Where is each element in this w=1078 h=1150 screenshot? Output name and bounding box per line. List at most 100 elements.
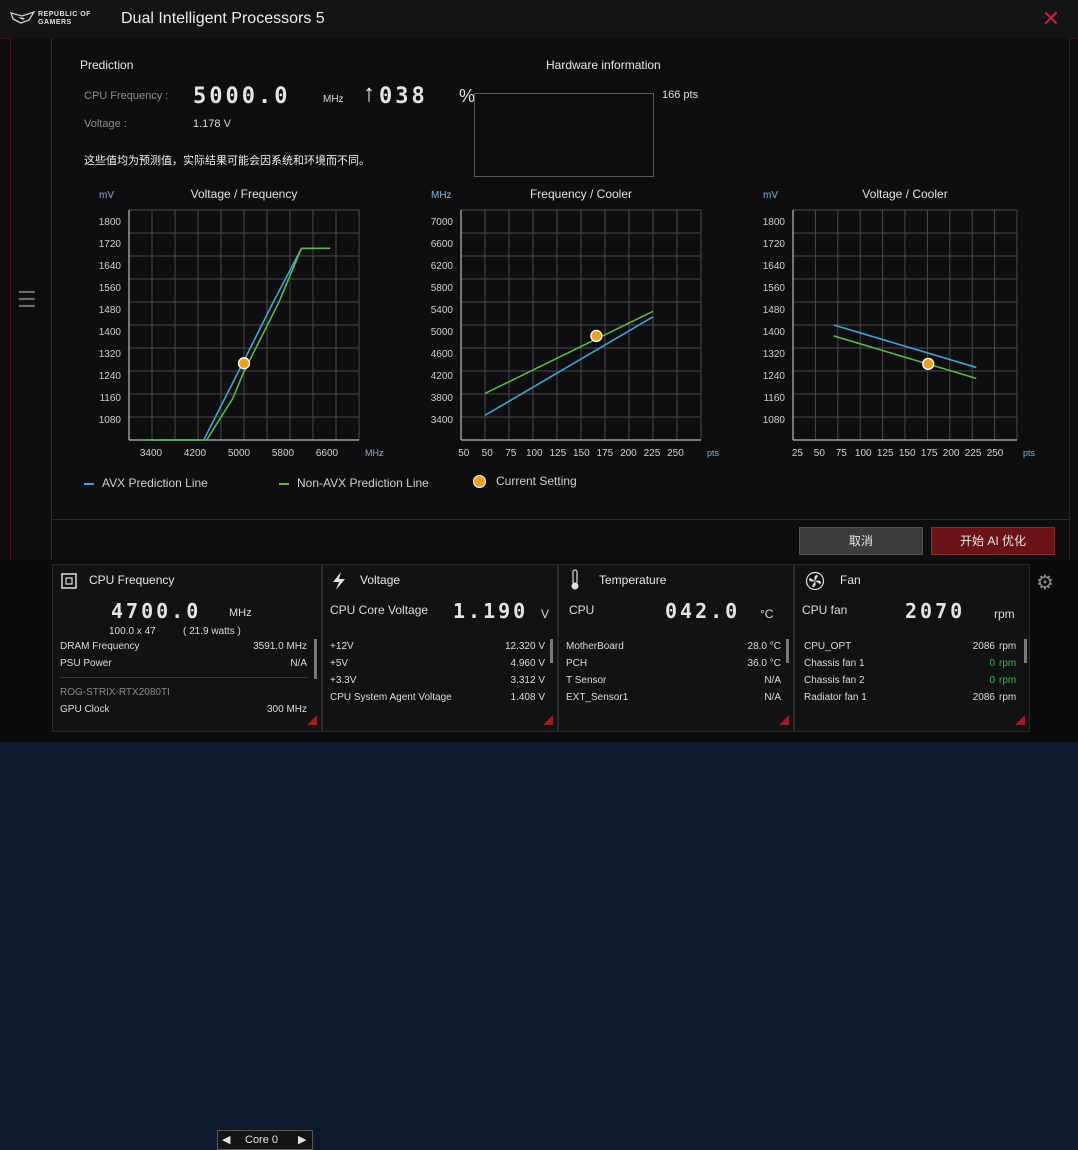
x-tick-label: 50 <box>814 448 826 459</box>
avx-prediction-line <box>833 324 977 369</box>
close-icon[interactable]: ✕ <box>1041 6 1061 31</box>
voltage-3v3-value: 3.312 V <box>510 675 545 686</box>
left-strip: ☰ <box>11 38 52 560</box>
fan-panel-scrollbar[interactable] <box>1024 639 1027 663</box>
x-tick-label: 6600 <box>316 448 339 459</box>
cpu-frequency-label: CPU Frequency : <box>84 90 169 102</box>
voltage-panel: Voltage CPU Core Voltage 1.190 V +12V 12… <box>322 564 558 732</box>
x-tick-label: 75 <box>836 448 848 459</box>
x-tick-label: 150 <box>899 448 916 459</box>
temperature-title: Temperature <box>599 573 667 587</box>
gpu-divider <box>60 677 308 678</box>
x-tick-label: 225 <box>644 448 661 459</box>
cpu-frequency-value: 5000.0 <box>193 84 291 109</box>
frequency-cooler-svg: Frequency / Cooler MHz pts 7000 6600 6200 5800… <box>431 187 720 459</box>
x-tick-label: 25 <box>792 448 804 459</box>
cpu-power: ( 21.9 watts ) <box>183 626 241 637</box>
x-tick-label: 200 <box>620 448 637 459</box>
frequency-cooler-chart: Frequency / Cooler MHz pts 7000 6600 6200 5800… <box>401 184 720 464</box>
y-tick-label: 5000 <box>431 327 454 338</box>
x-tick-label: 3400 <box>140 448 163 459</box>
pch-temp-value: 36.0 °C <box>747 658 781 669</box>
y-tick-label: 6600 <box>431 239 454 250</box>
settings-gear-icon[interactable]: ⚙ <box>1036 572 1054 594</box>
radiator-fan-1-label: Radiator fan 1 <box>804 692 867 703</box>
x-tick-label: 5000 <box>228 448 251 459</box>
y-axis-unit: mV <box>763 190 778 201</box>
ext-sensor-label: EXT_Sensor1 <box>566 692 629 703</box>
core-selector-value: Core 0 <box>245 1134 279 1146</box>
dram-frequency-value: 3591.0 MHz <box>253 641 307 652</box>
cpu-temp-label: CPU <box>569 603 595 617</box>
up-arrow-icon: ↑ <box>363 80 375 107</box>
psu-power-label: PSU Power <box>60 658 112 669</box>
psu-power-value: N/A <box>290 658 307 669</box>
cpu-opt-fan-value: 2086 <box>972 641 995 652</box>
cpu-opt-fan-label: CPU_OPT <box>804 641 852 652</box>
y-tick-label: 1800 <box>99 217 122 228</box>
y-tick-label: 1320 <box>763 349 786 360</box>
voltage-5v-value: 4.960 V <box>510 658 545 669</box>
start-ai-optimize-button[interactable]: 开始 AI 优化 <box>931 527 1055 555</box>
core-selector[interactable]: ◀ Core 0 ▶ <box>217 1130 313 1150</box>
gpu-clock-label: GPU Clock <box>60 704 110 713</box>
voltage-panel-expand-corner[interactable] <box>543 715 553 725</box>
x-tick-label: 100 <box>855 448 872 459</box>
hardware-info-box <box>474 93 654 177</box>
core-next-icon[interactable]: ▶ <box>298 1134 307 1146</box>
voltage-label: Voltage : <box>84 118 127 130</box>
core-prev-icon[interactable]: ◀ <box>222 1134 231 1146</box>
fan-panel-expand-corner[interactable] <box>1015 715 1025 725</box>
fan-panel: Fan CPU fan 2070 rpm CPU_OPT 2086 rpm Ch… <box>794 564 1030 732</box>
y-tick-label: 4200 <box>431 371 454 382</box>
cpu-panel-expand-corner[interactable] <box>307 715 317 725</box>
cpu-ratio: 100.0 x 47 <box>109 626 156 637</box>
temperature-panel-expand-corner[interactable] <box>779 715 789 725</box>
gpu-name: ROG-STRIX-RTX2080TI <box>60 687 170 698</box>
avx-prediction-line <box>484 316 654 417</box>
y-tick-label: 1480 <box>99 305 122 316</box>
y-tick-label: 1240 <box>99 371 122 382</box>
y-tick-label: 1560 <box>99 283 122 294</box>
temperature-panel-scrollbar[interactable] <box>786 639 789 663</box>
title-bar: REPUBLIC OF GAMERS Dual Intelligent Proce… <box>0 0 1078 39</box>
y-tick-label: 1640 <box>99 261 122 272</box>
rog-eye-icon <box>10 10 36 24</box>
y-tick-label: 1480 <box>763 305 786 316</box>
voltage-panel-scrollbar[interactable] <box>550 639 553 663</box>
divider <box>53 519 1069 520</box>
prediction-heading: Prediction <box>80 58 134 72</box>
y-tick-label: 7000 <box>431 217 454 228</box>
chassis-fan-2-value: 0 <box>989 675 995 686</box>
cpu-panel-scrollbar[interactable] <box>314 639 317 679</box>
thermometer-icon <box>571 569 579 590</box>
menu-icon[interactable]: ☰ <box>17 287 37 312</box>
x-tick-label: 75 <box>505 448 517 459</box>
app-title: Dual Intelligent Processors 5 <box>121 10 325 27</box>
non-avx-prediction-line <box>484 310 654 395</box>
y-axis-unit: mV <box>99 190 114 201</box>
legend-avx-label: AVX Prediction Line <box>102 476 208 490</box>
voltage-value: 1.178 V <box>193 118 231 130</box>
y-axis-unit: MHz <box>431 190 452 201</box>
cpu-fan-unit: rpm <box>994 607 1015 621</box>
x-axis-unit: pts <box>707 448 720 458</box>
legend-non-avx-label: Non-AVX Prediction Line <box>297 476 429 490</box>
non-avx-line-swatch <box>279 482 289 485</box>
chassis-fan-1-value: 0 <box>989 658 995 669</box>
y-tick-label: 3800 <box>431 393 454 404</box>
cancel-button[interactable]: 取消 <box>799 527 923 555</box>
cpu-chip-icon <box>61 573 77 589</box>
non-avx-prediction-line <box>833 335 977 380</box>
boost-value: 038 <box>379 84 428 109</box>
voltage-title: Voltage <box>360 573 401 587</box>
voltage-frequency-chart: Voltage / Frequency mV MHz 1800 1720 1640 1560… <box>69 184 384 464</box>
voltage-sa-value: 1.408 V <box>510 692 545 703</box>
x-tick-label: 175 <box>921 448 938 459</box>
hardware-info-heading: Hardware information <box>546 58 661 72</box>
gpu-clock-value: 300 MHz <box>266 704 307 713</box>
y-tick-label: 1160 <box>763 393 785 404</box>
y-tick-label: 1400 <box>99 327 122 338</box>
voltage-cooler-svg: Voltage / Cooler mV pts 1800 1720 1640 1560 148… <box>763 187 1036 459</box>
voltage-3v3-label: +3.3V <box>330 675 357 686</box>
